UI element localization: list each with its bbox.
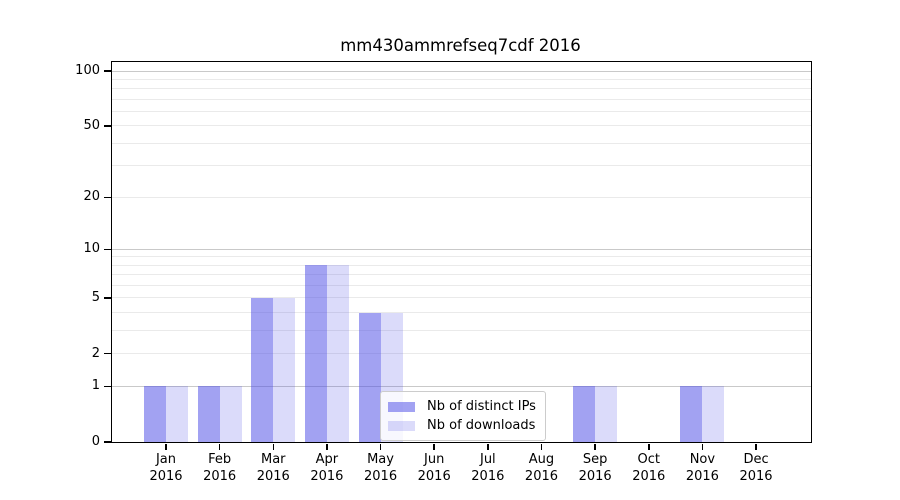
x-tick [648, 443, 650, 450]
gridline-minor [112, 88, 811, 90]
y-tick [103, 352, 112, 355]
gridline-major [112, 248, 811, 250]
y-tick-label: 5 [91, 289, 100, 305]
gridline-major [112, 70, 811, 72]
legend-item-distinct-ips: Nb of distinct IPs [388, 397, 536, 416]
bar-distinct-ips [358, 312, 381, 442]
legend: Nb of distinct IPs Nb of downloads [380, 391, 546, 441]
x-tick-label: Oct 2016 [632, 452, 666, 484]
gridline-minor [112, 78, 811, 80]
bar-distinct-ips [197, 386, 220, 442]
legend-swatch-downloads [388, 420, 415, 431]
gridline-minor [112, 111, 811, 113]
y-tick-label: 20 [83, 189, 100, 205]
x-tick-label: Nov 2016 [685, 452, 719, 484]
bar-downloads [595, 386, 618, 442]
x-tick [540, 443, 543, 450]
gridline-major [112, 385, 811, 387]
gridline-minor [112, 125, 811, 127]
bar-downloads [326, 265, 349, 442]
bar-distinct-ips [251, 297, 274, 442]
bar-distinct-ips [304, 265, 327, 442]
y-tick [103, 297, 112, 299]
legend-swatch-distinct-ips [388, 401, 415, 412]
y-tick [103, 196, 112, 199]
gridline-minor [112, 256, 811, 258]
bar-downloads [166, 386, 188, 442]
x-tick-label: Apr 2016 [310, 452, 344, 484]
x-tick-label: Jul 2016 [471, 452, 505, 484]
gridline-minor [112, 330, 811, 332]
legend-item-downloads: Nb of downloads [388, 416, 536, 435]
x-tick [165, 443, 167, 450]
gridline-minor [112, 285, 811, 287]
y-tick-label: 50 [83, 117, 100, 133]
x-tick [379, 443, 382, 450]
x-tick [755, 443, 757, 450]
y-tick [103, 70, 112, 72]
gridline-minor [112, 312, 811, 314]
y-tick [103, 248, 112, 250]
y-tick-label: 10 [83, 241, 100, 257]
x-tick-label: Mar 2016 [256, 452, 290, 484]
x-tick-label: Aug 2016 [524, 452, 559, 484]
x-tick [326, 443, 328, 450]
plot-area: 0 1 2 5 10 20 50 100 Jan 2016 Feb 2016 Mar 2016 Apr 201… [75, 61, 812, 484]
x-tick [433, 443, 435, 450]
bar-downloads [702, 386, 725, 442]
bar-distinct-ips [144, 386, 166, 442]
bar-distinct-ips [680, 386, 703, 442]
x-tick-label: Jan 2016 [149, 452, 183, 484]
x-tick-label: Sep 2016 [578, 452, 612, 484]
gridline-minor [112, 353, 811, 355]
x-tick [218, 443, 221, 450]
gridline-minor [112, 196, 811, 198]
gridline-minor [112, 142, 811, 144]
x-tick-label: May 2016 [364, 452, 398, 484]
x-tick [487, 443, 489, 450]
x-tick-label: Feb 2016 [203, 452, 237, 484]
x-tick-label: Jun 2016 [417, 452, 451, 484]
y-tick [103, 441, 112, 443]
bar-downloads [273, 297, 296, 442]
x-tick-label: Dec 2016 [739, 452, 773, 484]
x-tick [272, 443, 275, 450]
y-tick [103, 385, 112, 388]
y-tick-label: 2 [91, 345, 100, 361]
chart-title: mm430ammrefseq7cdf 2016 [340, 36, 581, 55]
y-tick [103, 125, 112, 127]
y-tick-label: 100 [75, 63, 100, 79]
gridline-minor [112, 274, 811, 276]
x-tick [594, 443, 596, 450]
x-tick [701, 443, 704, 450]
gridline-minor [112, 264, 811, 266]
y-tick-label: 1 [91, 378, 100, 394]
bar-downloads [219, 386, 242, 442]
y-tick-label: 0 [91, 434, 100, 449]
gridline-minor [112, 297, 811, 299]
legend-label-distinct-ips: Nb of distinct IPs [427, 399, 536, 414]
gridline-minor [112, 98, 811, 100]
bar-distinct-ips [573, 386, 596, 442]
gridline-minor [112, 165, 811, 167]
legend-label-downloads: Nb of downloads [427, 418, 536, 433]
